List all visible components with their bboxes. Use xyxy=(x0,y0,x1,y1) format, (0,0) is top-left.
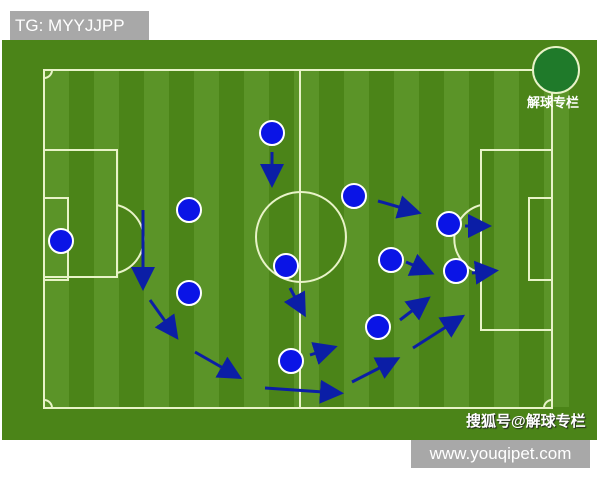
site-label: www.youqipet.com xyxy=(411,440,590,468)
pitch-stripe xyxy=(344,71,369,407)
pitch-stripe xyxy=(494,71,519,407)
player-marker xyxy=(278,348,304,374)
players xyxy=(48,120,469,374)
pitch-stripe xyxy=(194,71,219,407)
movement-arrow xyxy=(471,260,499,285)
movement-arrow xyxy=(283,287,306,318)
player-marker xyxy=(443,258,469,284)
movement-arrow xyxy=(412,314,466,350)
logo-text: 解球专栏 xyxy=(527,95,580,110)
player-marker xyxy=(259,120,285,146)
player-marker xyxy=(365,314,391,340)
movement-arrow xyxy=(309,342,338,365)
movement-arrow xyxy=(399,296,431,322)
pitch-stripe xyxy=(394,71,419,407)
pitch-stripe xyxy=(544,71,569,407)
player-marker xyxy=(176,197,202,223)
player-marker xyxy=(273,253,299,279)
watermark: 搜狐号@解球专栏 xyxy=(466,413,586,430)
tg-label: TG: MYYJJPP xyxy=(10,11,149,41)
pitch-stripe xyxy=(94,71,119,407)
movement-arrow xyxy=(351,357,401,384)
movement-arrow xyxy=(148,299,179,340)
player-marker xyxy=(378,247,404,273)
pitch-stripe xyxy=(444,71,469,407)
movement-arrow xyxy=(405,253,435,276)
player-marker xyxy=(436,211,462,237)
movement-arrow xyxy=(377,195,422,219)
pitch-stripe xyxy=(144,71,169,407)
pitch-stripes xyxy=(44,71,569,407)
logo-emblem xyxy=(532,46,580,94)
movement-arrow xyxy=(194,350,243,379)
movement-arrow xyxy=(264,379,344,404)
player-marker xyxy=(48,228,74,254)
movement-arrows xyxy=(131,152,499,404)
player-marker xyxy=(341,183,367,209)
player-marker xyxy=(176,280,202,306)
